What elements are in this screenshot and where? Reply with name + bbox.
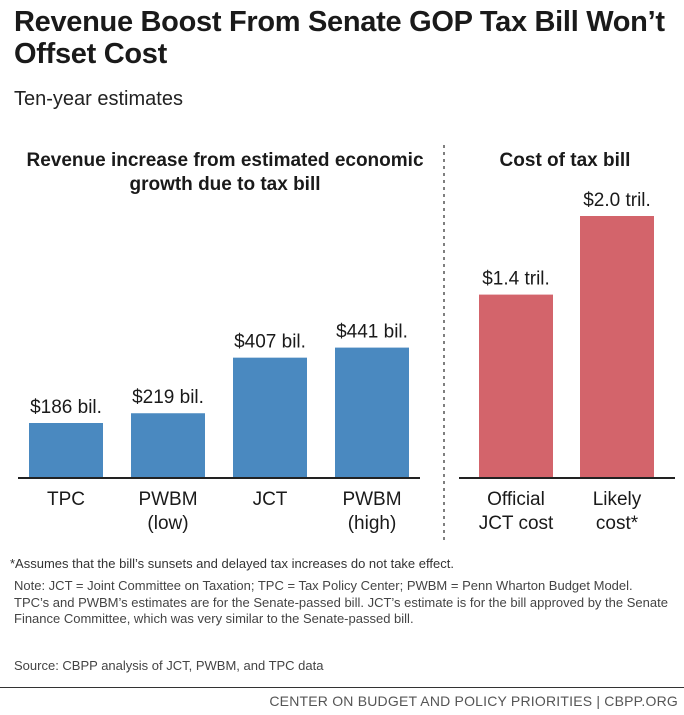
left-panel: $186 bil. TPC $219 bil. PWBM (low) $407 bil. J… [18, 322, 420, 534]
category-label: PWBM [342, 489, 401, 510]
category-label: cost* [596, 513, 639, 534]
data-label: $1.4 tril. [482, 269, 550, 290]
bar [479, 294, 553, 478]
data-label: $2.0 tril. [583, 190, 651, 211]
bar-charts: $186 bil. TPC $219 bil. PWBM (low) $407 bil. J… [18, 145, 675, 540]
data-label: $186 bil. [30, 397, 102, 418]
chart-subtitle: Ten-year estimates [14, 88, 183, 110]
left-panel-title: Revenue increase from estimated economic… [26, 150, 424, 195]
category-label: PWBM [138, 489, 197, 510]
right-panel: $1.4 tril. Official JCT cost $2.0 tril. Like… [459, 190, 675, 534]
source: Source: CBPP analysis of JCT, PWBM, and … [14, 658, 324, 673]
bar [233, 357, 307, 478]
right-panel-title: Cost of tax bill [499, 150, 631, 171]
footer: CENTER ON BUDGET AND POLICY PRIORITIES |… [269, 693, 678, 709]
category-label: TPC [47, 489, 85, 510]
bar [335, 347, 409, 478]
note: Note: JCT = Joint Committee on Taxation;… [14, 578, 668, 626]
category-label: (high) [348, 513, 397, 534]
category-label: Likely [593, 489, 642, 510]
category-label: (low) [147, 513, 188, 534]
chart-title: Revenue Boost From Senate GOP Tax Bill W… [14, 6, 665, 70]
bar [580, 216, 654, 478]
data-label: $407 bil. [234, 332, 306, 353]
footnote: *Assumes that the bill’s sunsets and del… [10, 556, 454, 571]
category-label: Official [487, 489, 545, 510]
data-label: $441 bil. [336, 322, 408, 343]
data-label: $219 bil. [132, 387, 204, 408]
footer-rule [0, 687, 684, 688]
bar [29, 423, 103, 478]
category-label: JCT [253, 489, 288, 510]
category-label: JCT cost [479, 513, 554, 534]
bar [131, 413, 205, 478]
